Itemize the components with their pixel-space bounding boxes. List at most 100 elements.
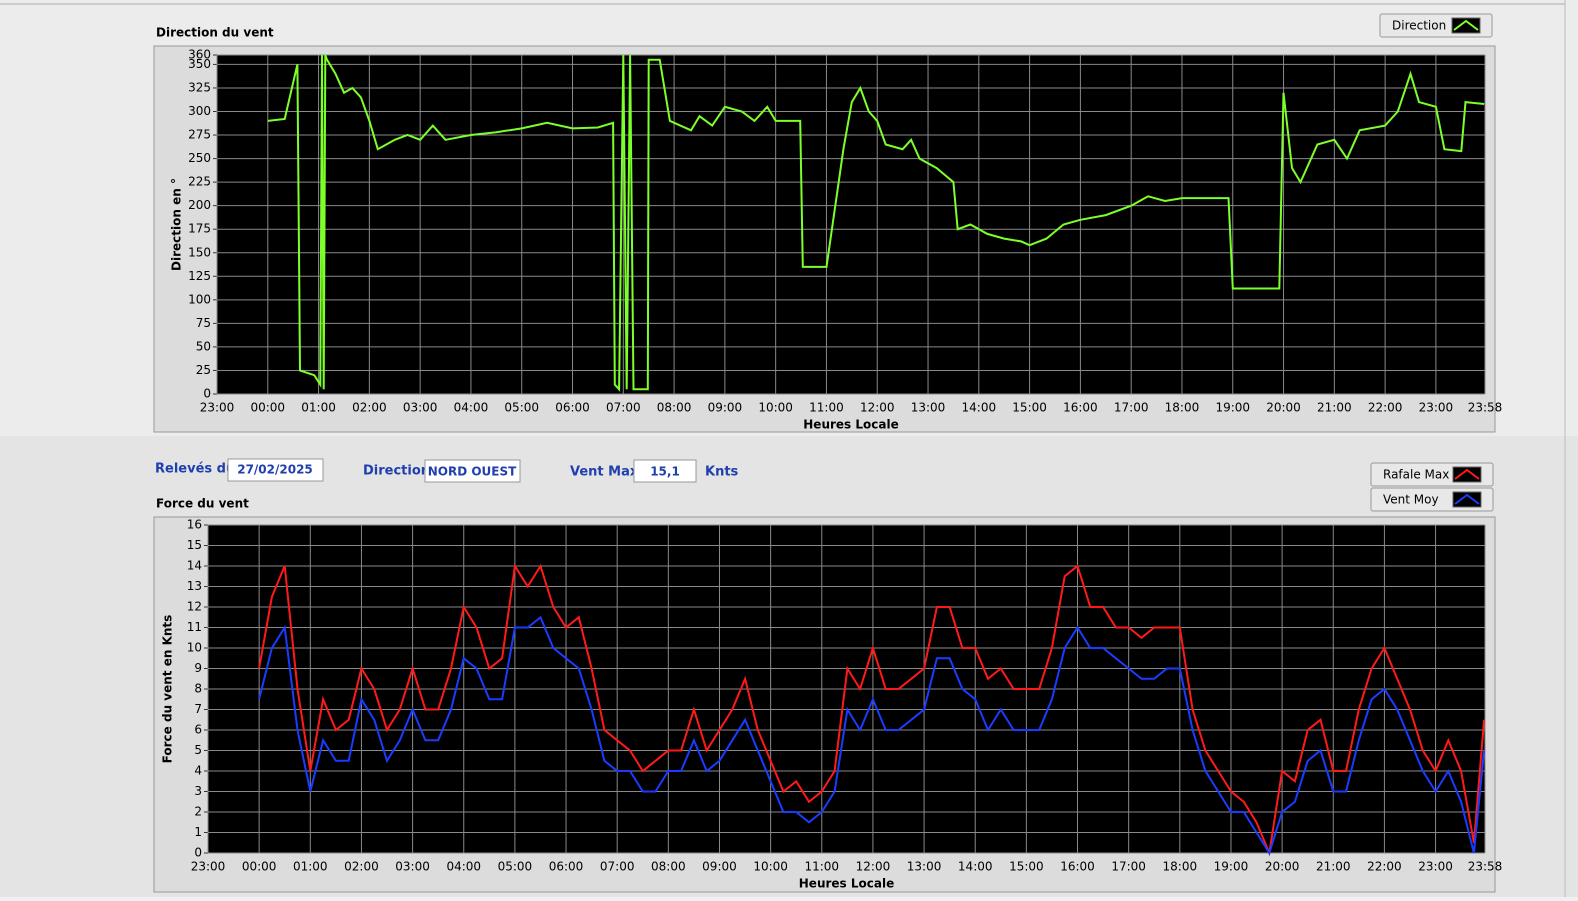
y-tick-label: 8 bbox=[194, 682, 202, 696]
y-tick-label: 0 bbox=[194, 846, 202, 860]
y-axis-label: Force du vent en Knts bbox=[161, 615, 175, 764]
y-tick-label: 175 bbox=[188, 222, 211, 236]
x-tick-label: 21:00 bbox=[1316, 860, 1351, 874]
x-tick-label: 19:00 bbox=[1214, 860, 1249, 874]
x-tick-label: 23:00 bbox=[200, 401, 235, 415]
x-tick-label: 00:00 bbox=[242, 860, 277, 874]
y-tick-label: 13 bbox=[187, 579, 202, 593]
x-tick-label: 01:00 bbox=[293, 860, 328, 874]
x-tick-label: 13:00 bbox=[911, 401, 946, 415]
x-tick-label: 10:00 bbox=[753, 860, 788, 874]
y-tick-label: 225 bbox=[188, 175, 211, 189]
x-tick-label: 00:00 bbox=[250, 401, 285, 415]
legend-line bbox=[1454, 468, 1480, 480]
input-box[interactable] bbox=[424, 459, 521, 483]
y-tick-label: 350 bbox=[188, 57, 211, 71]
x-tick-label: 04:00 bbox=[454, 401, 489, 415]
x-tick-label: 01:00 bbox=[301, 401, 336, 415]
x-tick-label: 06:00 bbox=[555, 401, 590, 415]
data-line bbox=[258, 615, 1486, 856]
legend-swatch bbox=[1452, 491, 1482, 508]
x-tick-label: 23:58 bbox=[1468, 401, 1503, 415]
y-tick-label: 4 bbox=[194, 764, 202, 778]
field-value: 15,1 bbox=[650, 465, 680, 479]
field-row: Relevés du 27/02/2025 Direction NORD OUE… bbox=[155, 458, 739, 483]
x-tick-label: 15:00 bbox=[1012, 401, 1047, 415]
legend-label: Vent Moy bbox=[1383, 493, 1439, 507]
y-tick-label: 25 bbox=[196, 363, 211, 377]
x-tick-label: 12:00 bbox=[860, 401, 895, 415]
x-tick-label: 17:00 bbox=[1114, 401, 1149, 415]
y-tick-label: 1 bbox=[194, 825, 202, 839]
x-tick-label: 11:00 bbox=[804, 860, 839, 874]
y-tick-label: 12 bbox=[187, 600, 202, 614]
y-tick-label: 50 bbox=[196, 339, 211, 353]
y-tick-label: 200 bbox=[188, 198, 211, 212]
chart-title: Force du vent bbox=[156, 497, 249, 511]
x-tick-label: 07:00 bbox=[606, 401, 641, 415]
y-tick-label: 275 bbox=[188, 128, 211, 142]
x-tick-label: 16:00 bbox=[1063, 401, 1098, 415]
x-tick-label: 14:00 bbox=[958, 860, 993, 874]
x-tick-label: 02:00 bbox=[344, 860, 379, 874]
legend-label: Rafale Max bbox=[1383, 468, 1449, 482]
y-tick-label: 7 bbox=[194, 702, 202, 716]
field-label: Vent Max bbox=[570, 465, 639, 480]
field-unit: Knts bbox=[705, 465, 739, 480]
x-tick-label: 05:00 bbox=[504, 401, 539, 415]
y-tick-label: 0 bbox=[203, 387, 211, 401]
x-tick-label: 18:00 bbox=[1163, 860, 1198, 874]
y-tick-label: 15 bbox=[187, 538, 202, 552]
x-tick-label: 13:00 bbox=[907, 860, 942, 874]
data-line bbox=[267, 54, 1485, 392]
x-tick-label: 20:00 bbox=[1266, 401, 1301, 415]
input-box[interactable] bbox=[633, 459, 697, 483]
y-tick-label: 16 bbox=[187, 518, 202, 532]
x-tick-label: 07:00 bbox=[600, 860, 635, 874]
x-tick-label: 03:00 bbox=[395, 860, 430, 874]
x-tick-label: 09:00 bbox=[702, 860, 737, 874]
y-tick-label: 300 bbox=[188, 104, 211, 118]
x-tick-label: 23:00 bbox=[1418, 860, 1453, 874]
y-tick-label: 11 bbox=[187, 620, 202, 634]
x-tick-label: 22:00 bbox=[1367, 860, 1402, 874]
x-tick-label: 08:00 bbox=[657, 401, 692, 415]
x-tick-label: 21:00 bbox=[1317, 401, 1352, 415]
field-value: NORD OUEST bbox=[428, 465, 517, 479]
y-tick-label: 100 bbox=[188, 292, 211, 306]
input-box[interactable] bbox=[227, 458, 324, 482]
x-tick-label: 08:00 bbox=[651, 860, 686, 874]
x-axis-label: Heures Locale bbox=[799, 877, 894, 891]
y-tick-label: 6 bbox=[194, 723, 202, 737]
x-tick-label: 09:00 bbox=[708, 401, 743, 415]
y-axis-label: Direction en ° bbox=[170, 178, 184, 271]
x-tick-label: 05:00 bbox=[498, 860, 533, 874]
x-tick-label: 20:00 bbox=[1265, 860, 1300, 874]
legend-label: Direction bbox=[1392, 19, 1446, 33]
x-tick-label: 11:00 bbox=[809, 401, 844, 415]
x-tick-label: 17:00 bbox=[1111, 860, 1146, 874]
field-value: 27/02/2025 bbox=[237, 463, 313, 477]
x-tick-label: 02:00 bbox=[352, 401, 387, 415]
x-tick-label: 12:00 bbox=[856, 860, 891, 874]
y-tick-label: 3 bbox=[194, 784, 202, 798]
legend-line bbox=[1453, 19, 1479, 31]
x-tick-label: 14:00 bbox=[962, 401, 997, 415]
x-tick-label: 22:00 bbox=[1368, 401, 1403, 415]
x-tick-label: 15:00 bbox=[1009, 860, 1044, 874]
field-label: Direction bbox=[363, 464, 430, 479]
x-tick-label: 23:58 bbox=[1468, 860, 1503, 874]
y-tick-label: 10 bbox=[187, 641, 202, 655]
y-tick-label: 9 bbox=[194, 661, 202, 675]
legend-line bbox=[1454, 493, 1480, 505]
x-tick-label: 18:00 bbox=[1165, 401, 1200, 415]
x-tick-label: 19:00 bbox=[1215, 401, 1250, 415]
y-tick-label: 325 bbox=[188, 80, 211, 94]
x-tick-label: 23:00 bbox=[191, 860, 226, 874]
x-tick-label: 03:00 bbox=[403, 401, 438, 415]
legend-swatch bbox=[1451, 17, 1481, 34]
y-tick-label: 150 bbox=[188, 245, 211, 259]
y-tick-label: 125 bbox=[188, 269, 211, 283]
x-tick-label: 16:00 bbox=[1060, 860, 1095, 874]
